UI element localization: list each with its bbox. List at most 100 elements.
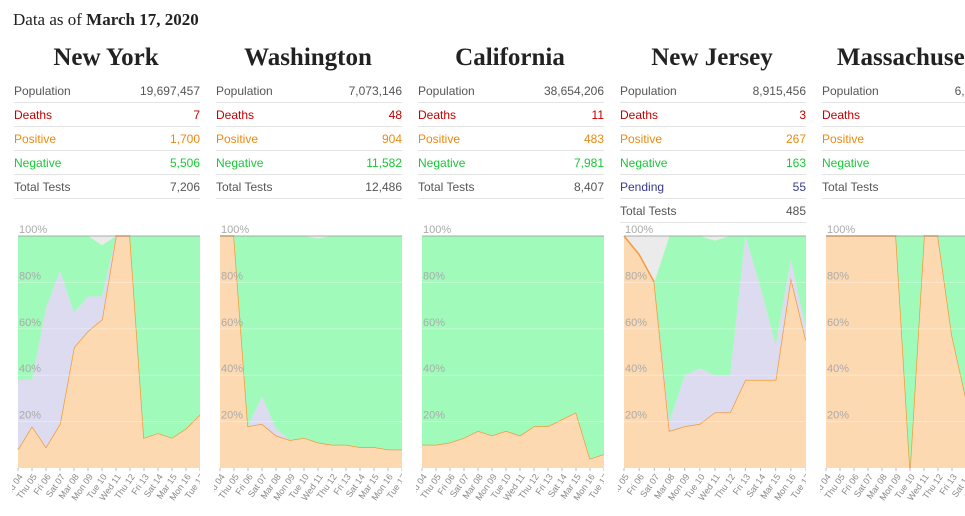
stat-value: 7,206	[169, 179, 200, 194]
stat-value: 12,486	[365, 179, 402, 194]
state-title: New Jersey	[651, 44, 773, 71]
stat-row: Negative 163	[620, 151, 806, 175]
stat-value: 19,697,457	[139, 83, 200, 98]
area	[18, 236, 200, 468]
area	[422, 412, 604, 468]
stat-row: Total Tests 8,407	[418, 175, 604, 199]
stat-label: Positive	[822, 131, 865, 146]
stat-label: Deaths	[216, 107, 255, 122]
stat-label: Negative	[822, 155, 870, 170]
stat-label: Positive	[216, 131, 259, 146]
y-tick-label: 40%	[19, 363, 41, 375]
stat-value: 485	[785, 203, 806, 218]
stat-label: Population	[418, 83, 475, 98]
stat-label: Total Tests	[14, 179, 71, 194]
stat-label: Population	[822, 83, 879, 98]
area	[422, 236, 604, 459]
header-prefix: Data as of	[13, 10, 82, 29]
stat-label: Total Tests	[822, 179, 879, 194]
stat-label: Population	[216, 83, 273, 98]
stat-value: 7,073,146	[348, 83, 402, 98]
area	[624, 236, 806, 468]
stat-row: Population 6,859,819	[822, 79, 965, 103]
stat-value: 48	[388, 107, 402, 122]
stat-row: Positive218	[822, 127, 965, 151]
stat-label: Positive	[418, 131, 461, 146]
stat-label: Pending	[620, 179, 665, 194]
area	[220, 236, 402, 450]
state-panel: MassachusettsPopulation6,859,819Deaths0P…	[820, 40, 965, 516]
stat-row: Deaths 7	[14, 103, 200, 127]
stat-value: 7	[193, 107, 200, 122]
stat-row: Deaths 48	[216, 103, 402, 127]
state-panel: New Jersey Population 8,915,456 Deaths 3 Posi…	[618, 40, 806, 516]
stat-value: 8,407	[573, 179, 604, 194]
stat-value: 38,654,206	[543, 83, 604, 98]
y-tick-label: 100%	[423, 225, 451, 236]
y-tick-label: 80%	[19, 270, 41, 282]
y-tick-label: 80%	[827, 270, 849, 282]
y-tick-label: 20%	[827, 410, 849, 422]
stat-value: 483	[583, 131, 604, 146]
area	[624, 236, 806, 422]
stat-row: Total Tests 12,486	[216, 175, 402, 199]
stat-label: Total Tests	[216, 179, 273, 194]
stat-value: 11	[591, 107, 604, 122]
state-title: Massachusetts	[836, 44, 965, 71]
area	[18, 236, 200, 438]
area	[826, 236, 965, 468]
stat-value: 904	[381, 131, 402, 146]
stat-label: Population	[14, 83, 71, 98]
stat-row: Deaths 11	[418, 103, 604, 127]
stat-row: Population 38,654,206	[418, 79, 604, 103]
stat-label: Deaths	[14, 107, 53, 122]
stat-row: Negative 7,981	[418, 151, 604, 175]
stat-row: Total Tests 7,206	[14, 175, 200, 199]
y-tick-label: 100%	[19, 225, 47, 236]
stat-value: 163	[785, 155, 806, 170]
stat-value: 5,506	[169, 155, 200, 170]
y-tick-label: 20%	[221, 410, 243, 422]
stats-table: Population6,859,819Deaths0Positive218Neg…	[822, 79, 965, 199]
stat-label: Negative	[418, 155, 466, 170]
state-panel: Washington Population 7,073,146 Deaths 48 Pos…	[214, 40, 402, 516]
stat-label: Deaths	[822, 107, 861, 122]
stat-label: Negative	[14, 155, 62, 170]
stat-label: Total Tests	[418, 179, 475, 194]
y-tick-label: 40%	[625, 363, 647, 375]
stat-label: Negative	[620, 155, 668, 170]
stat-row: Total Tests 485	[620, 199, 806, 223]
y-tick-label: 80%	[625, 270, 647, 282]
stats-table: Population 19,697,457 Deaths 7 Positive 1,700…	[14, 79, 200, 199]
stat-row: Population 7,073,146	[216, 79, 402, 103]
stat-value: 1,700	[169, 131, 200, 146]
y-tick-label: 80%	[221, 270, 243, 282]
stat-row: Population 19,697,457	[14, 79, 200, 103]
stat-row: Positive 483	[418, 127, 604, 151]
stat-label: Deaths	[418, 107, 457, 122]
stat-row: Pending 55	[620, 175, 806, 199]
stat-row: Negative 5,506	[14, 151, 200, 175]
header-date: March 17, 2020	[86, 10, 199, 29]
stat-value: 267	[785, 131, 806, 146]
y-tick-label: 40%	[221, 363, 243, 375]
stat-row: Positive 904	[216, 127, 402, 151]
stat-row: Deaths0	[822, 103, 965, 127]
stats-table: Population 7,073,146 Deaths 48 Positive 904 Ne…	[216, 79, 402, 199]
stat-row: Negative 11,582	[216, 151, 402, 175]
state-panel: New York Population 19,697,457 Deaths 7 Posit…	[12, 40, 200, 516]
state-title: Washington	[244, 44, 372, 71]
stat-value: 6,859,819	[954, 83, 965, 98]
y-tick-label: 80%	[423, 270, 445, 282]
stat-label: Positive	[14, 131, 57, 146]
stat-row: Positive 1,700	[14, 127, 200, 151]
area	[826, 236, 965, 468]
y-tick-label: 60%	[423, 317, 445, 329]
